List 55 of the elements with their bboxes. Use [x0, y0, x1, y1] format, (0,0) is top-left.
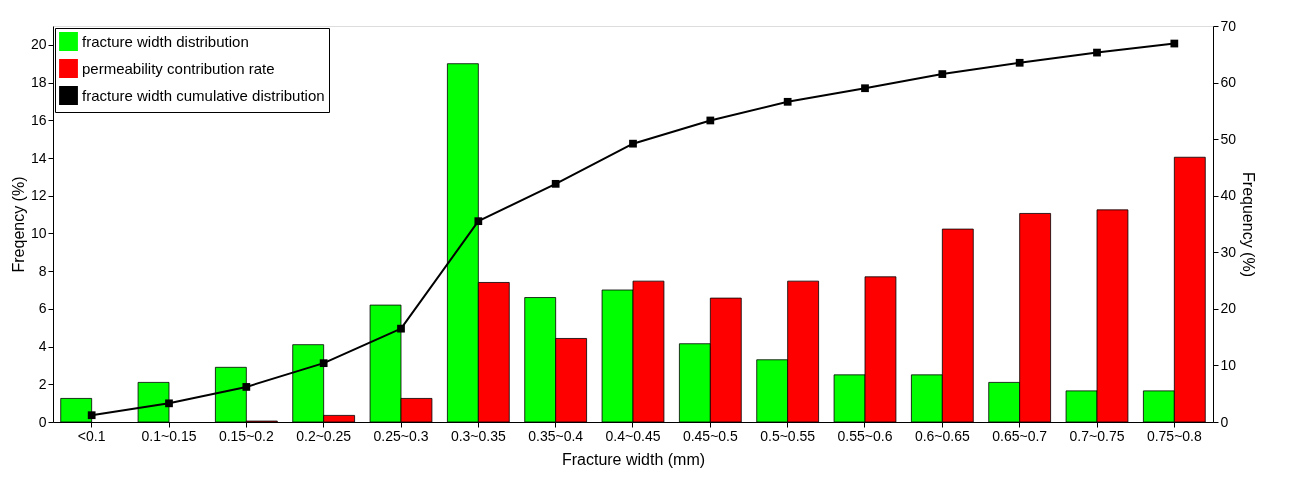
- x-axis-title: Fracture width (mm): [561, 450, 706, 468]
- legend-label: permeability contribution rate: [82, 59, 275, 77]
- y2-tick-label: 0: [1220, 413, 1229, 430]
- point: [242, 383, 251, 391]
- x-tick-label: <0.1: [77, 427, 106, 444]
- point: [1170, 39, 1179, 48]
- point: [165, 399, 173, 408]
- y2-tick-label: 10: [1220, 356, 1237, 373]
- y2-tick-label: 40: [1220, 187, 1237, 204]
- point: [861, 84, 869, 93]
- x-tick-label: 0.45~0.5: [682, 427, 738, 444]
- point: [1093, 48, 1101, 57]
- legend-label: fracture width cumulative distribution: [82, 86, 325, 104]
- y2-axis-title: Frequency (%): [1240, 172, 1258, 277]
- y-tick-label: 4: [38, 338, 47, 355]
- x-tick-label: 0.65~0.7: [992, 427, 1048, 444]
- y2-tick-label: 50: [1220, 130, 1237, 147]
- point: [783, 97, 792, 106]
- y-tick-label: 12: [30, 187, 47, 204]
- x-tick-label: 0.1~0.15: [141, 427, 197, 444]
- x-tick-label: 0.6~0.65: [914, 427, 970, 444]
- x-tick-label: 0.75~0.8: [1146, 427, 1202, 444]
- point: [938, 70, 947, 78]
- y-tick-label: 0: [38, 413, 47, 430]
- x-tick-label: 0.2~0.25: [296, 427, 352, 444]
- y2-tick-label: 30: [1220, 243, 1237, 260]
- point: [551, 179, 560, 188]
- point: [319, 359, 328, 368]
- x-tick-label: 0.55~0.6: [837, 427, 893, 444]
- y2-tick-label: 70: [1220, 17, 1237, 34]
- point: [706, 116, 715, 125]
- y-tick-label: 10: [30, 224, 47, 241]
- x-tick-label: 0.4~0.45: [605, 427, 661, 444]
- point: [87, 411, 96, 420]
- x-tick-label: 0.35~0.4: [528, 427, 584, 444]
- y-tick-label: 8: [38, 262, 47, 279]
- y-axis-title: Freqency (%): [9, 176, 27, 273]
- legend-label: fracture width distribution: [82, 32, 249, 50]
- y2-tick-label: 20: [1220, 300, 1237, 317]
- point: [474, 217, 483, 226]
- y-tick-label: 16: [30, 111, 47, 128]
- y-tick-label: 14: [30, 149, 47, 166]
- x-tick-label: 0.7~0.75: [1069, 427, 1125, 444]
- x-tick-label: 0.5~0.55: [760, 427, 816, 444]
- point: [1015, 58, 1024, 67]
- y-tick-label: 2: [38, 375, 47, 392]
- y-tick-label: 18: [30, 74, 47, 91]
- y2-tick-label: 60: [1220, 74, 1237, 91]
- point: [397, 324, 405, 333]
- point: [629, 139, 637, 148]
- y-tick-label: 20: [30, 36, 47, 53]
- x-tick-label: 0.3~0.35: [450, 427, 506, 444]
- x-tick-label: 0.15~0.2: [218, 427, 274, 444]
- x-tick-label: 0.25~0.3: [373, 427, 429, 444]
- y-tick-label: 6: [38, 300, 47, 317]
